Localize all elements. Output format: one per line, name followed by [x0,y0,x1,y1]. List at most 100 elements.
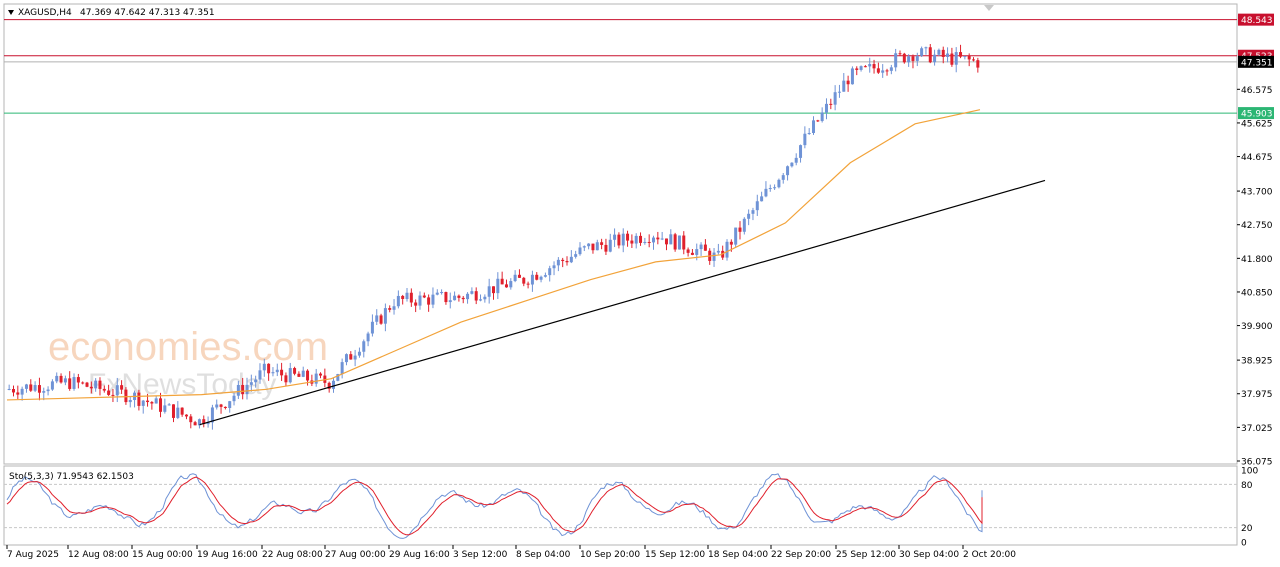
time-axis-label: 29 Aug 16:00 [389,550,450,560]
candle [630,234,634,248]
candle [846,75,850,92]
time-axis-label: 12 Aug 08:00 [68,550,129,560]
candle [85,381,89,388]
candle [764,181,768,198]
candle [967,53,971,67]
price-axis: 48.54347.52347.35146.57545.90345.62544.6… [1237,13,1274,468]
candle [176,401,180,420]
candle [725,239,729,261]
candle [457,294,461,302]
candle [790,162,794,168]
candle [349,351,353,360]
candle [552,261,556,276]
candle [812,116,816,135]
candle [470,287,474,295]
candle [189,414,193,429]
scroll-marker-icon[interactable] [984,5,994,11]
indicator-label: Sto(5,3,3) 71.9543 62.1503 [9,472,134,482]
candle [526,281,530,289]
time-axis-label: 19 Aug 16:00 [197,550,258,560]
time-axis-label: 15 Aug 00:00 [132,550,193,560]
candle [738,221,742,240]
candle [747,209,751,226]
trendline[interactable] [199,179,1046,426]
candle [829,98,833,110]
candle [587,243,591,250]
candle [275,363,279,377]
candle [487,278,491,304]
candle [171,404,175,423]
price-tag: 48.543 [1241,16,1273,26]
candle [479,294,483,302]
candle [59,373,63,384]
time-axis-label: 15 Sep 12:00 [645,550,705,560]
symbol-menu-icon[interactable] [8,10,14,15]
horizontal-levels [4,19,1237,114]
price-axis-label: 41.800 [1241,255,1273,265]
stochastic-oscillator: 100 80 20 0 [4,467,1258,549]
candle [600,238,604,250]
candle [301,366,305,378]
candle [496,272,500,299]
time-axis-label: 22 Sep 20:00 [771,550,831,560]
candle [872,59,876,74]
candle [115,377,119,403]
candle [124,387,128,405]
support-trendline[interactable] [199,179,1046,426]
candle [950,47,954,67]
candle [319,372,323,379]
candle [76,373,80,389]
candle [401,294,405,305]
time-axis-label: 22 Aug 08:00 [262,550,323,560]
candle [669,229,673,245]
candle [280,362,284,381]
candle [444,291,448,305]
candle [777,178,781,189]
candle [228,400,232,413]
candle [236,380,240,399]
candle [98,377,102,396]
candle [50,379,54,391]
candle [604,238,608,255]
candle [466,292,470,304]
price-axis-label: 46.575 [1241,86,1273,96]
candle [647,234,651,248]
candle [803,126,807,149]
candle [414,299,418,313]
candle [331,377,335,393]
stoch-signal-line [6,476,983,536]
candle [366,331,370,347]
candle [33,381,37,393]
candle [297,371,301,378]
candle [396,290,400,309]
candle [167,403,171,406]
candle [258,363,262,384]
candle [418,291,422,310]
candle [894,48,898,72]
candle [133,390,137,408]
candle [613,228,617,248]
candle [755,194,759,216]
candle [617,232,621,249]
candle [517,269,521,278]
candle [159,392,163,418]
price-axis-label: 43.700 [1241,188,1273,198]
price-axis-label: 44.675 [1241,153,1273,163]
time-axis: 7 Aug 2025 12 Aug 08:00 15 Aug 00:00 19 Aug… [6,545,1016,560]
candle [742,217,746,235]
candle [794,153,798,166]
candle [184,414,188,420]
candle [288,362,292,384]
candle [902,52,906,64]
candle [734,227,738,248]
candle [574,250,578,259]
candle [548,265,552,282]
candle [46,386,50,396]
candle [837,84,841,98]
candle [933,49,937,66]
candle [163,398,167,414]
candle [876,62,880,74]
price-axis-label: 36.075 [1241,458,1273,468]
ma-line [6,109,981,401]
